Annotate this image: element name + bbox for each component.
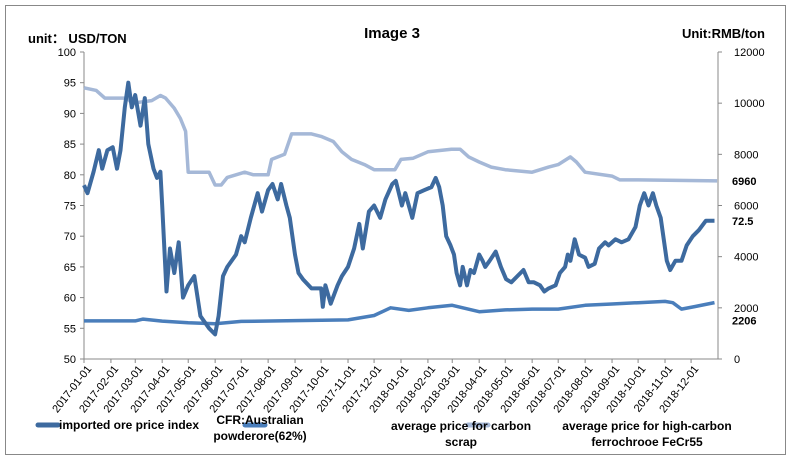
- value-annotation: 2206: [732, 316, 756, 328]
- y-tick-label: 85: [64, 139, 76, 151]
- right-axis-unit: Unit:RMB/ton: [682, 26, 765, 41]
- y2-tick-label: 6000: [734, 201, 758, 213]
- y-tick-label: 50: [64, 354, 76, 366]
- legend-label-1b: scrap: [445, 435, 477, 449]
- y2-tick-label: 2000: [734, 303, 758, 315]
- y-tick-label: 70: [64, 231, 76, 243]
- legend-label-0: imported ore price index: [59, 418, 199, 432]
- y2-tick-label: 0: [734, 354, 740, 366]
- y2-tick-label: 8000: [734, 149, 758, 161]
- series-line-1: [84, 299, 715, 326]
- series-line-2: [83, 86, 718, 187]
- legend-label-2b: ferrochrooe FeCr55: [591, 435, 703, 449]
- y-tick-label: 60: [64, 293, 76, 305]
- y2-tick-label: 12000: [734, 47, 765, 59]
- legend-label-1a: average price for carbon: [391, 419, 531, 433]
- value-annotation: 6960: [732, 176, 756, 188]
- left-axis-unit: unit： USD/TON: [28, 31, 127, 46]
- y2-tick-label: 10000: [734, 98, 765, 110]
- y-tick-label: 80: [64, 170, 76, 182]
- y-tick-label: 90: [64, 108, 76, 120]
- legend-note-line1: CFR:Australian: [216, 413, 303, 427]
- y-tick-label: 100: [58, 47, 76, 59]
- chart-frame: [5, 5, 786, 455]
- legend-label-2a: average price for high-carbon: [562, 419, 731, 433]
- legend-note-line2: powderore(62%): [213, 429, 306, 443]
- series-line-0: [82, 80, 715, 337]
- y-tick-label: 55: [64, 323, 76, 335]
- y-tick-label: 95: [64, 78, 76, 90]
- y2-tick-label: 4000: [734, 252, 758, 264]
- y-tick-label: 65: [64, 262, 76, 274]
- chart-title: Image 3: [364, 25, 420, 42]
- value-annotation: 72.5: [732, 216, 753, 228]
- y-tick-label: 75: [64, 201, 76, 213]
